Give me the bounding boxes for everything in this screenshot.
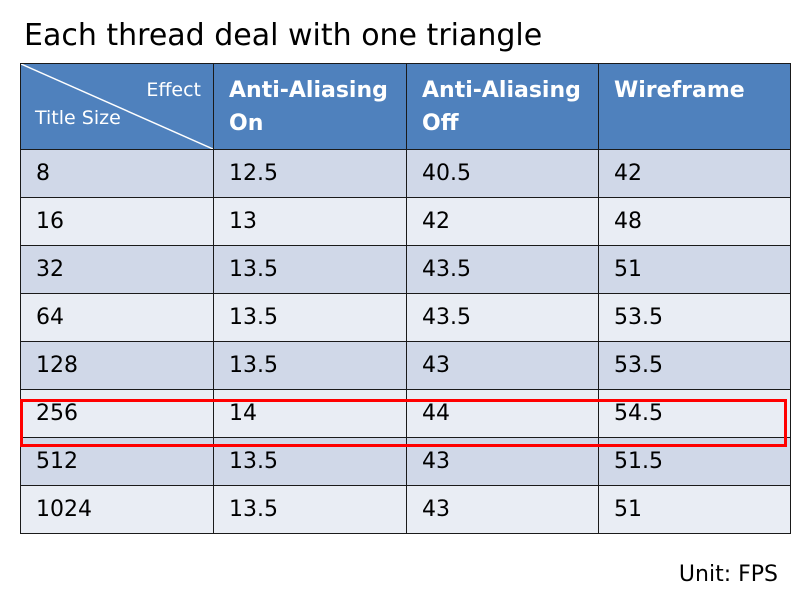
corner-effect-label: Effect: [146, 79, 201, 101]
table-cell: 16: [20, 197, 214, 246]
table-cell: 14: [213, 389, 407, 438]
table-cell: 51: [598, 485, 791, 534]
column-header: Anti-Aliasing Off: [406, 63, 599, 150]
table-cell: 13.5: [213, 437, 407, 486]
table-cell: 51: [598, 245, 791, 294]
table-row: 512 13.5 43 51.5: [20, 437, 791, 486]
table-cell: 43: [406, 485, 599, 534]
table-cell: 12.5: [213, 149, 407, 198]
table-cell: 43.5: [406, 245, 599, 294]
table-cell: 1024: [20, 485, 214, 534]
table-cell: 8: [20, 149, 214, 198]
fps-table-container: Effect Title Size Anti-Aliasing On Anti-…: [20, 63, 791, 534]
table-row-highlighted: 256 14 44 54.5: [20, 389, 791, 438]
table-cell: 32: [20, 245, 214, 294]
table-row: 128 13.5 43 53.5: [20, 341, 791, 390]
slide-title: Each thread deal with one triangle: [24, 18, 543, 53]
table-cell: 13.5: [213, 485, 407, 534]
table-cell: 43: [406, 437, 599, 486]
table-cell: 42: [598, 149, 791, 198]
table-cell: 13.5: [213, 245, 407, 294]
table-cell: 13: [213, 197, 407, 246]
table-cell: 43.5: [406, 293, 599, 342]
table-row: 8 12.5 40.5 42: [20, 149, 791, 198]
table-cell: 13.5: [213, 293, 407, 342]
table-cell: 48: [598, 197, 791, 246]
table-row: 1024 13.5 43 51: [20, 485, 791, 534]
table-cell: 40.5: [406, 149, 599, 198]
table-row: 16 13 42 48: [20, 197, 791, 246]
table-cell: 512: [20, 437, 214, 486]
fps-table: Effect Title Size Anti-Aliasing On Anti-…: [20, 63, 791, 534]
table-row: 64 13.5 43.5 53.5: [20, 293, 791, 342]
table-cell: 53.5: [598, 293, 791, 342]
diagonal-divider: [21, 64, 213, 149]
table-cell: 44: [406, 389, 599, 438]
table-cell: 54.5: [598, 389, 791, 438]
table-cell: 51.5: [598, 437, 791, 486]
corner-title-size-label: Title Size: [35, 107, 121, 129]
table-cell: 128: [20, 341, 214, 390]
table-cell: 42: [406, 197, 599, 246]
table-cell: 256: [20, 389, 214, 438]
table-row: 32 13.5 43.5 51: [20, 245, 791, 294]
table-cell: 43: [406, 341, 599, 390]
table-cell: 13.5: [213, 341, 407, 390]
table-cell: 53.5: [598, 341, 791, 390]
column-header: Anti-Aliasing On: [213, 63, 407, 150]
unit-note: Unit: FPS: [678, 562, 778, 587]
table-header-row: Effect Title Size Anti-Aliasing On Anti-…: [20, 63, 791, 150]
table-cell: 64: [20, 293, 214, 342]
column-header: Wireframe: [598, 63, 791, 150]
corner-header-cell: Effect Title Size: [20, 63, 214, 150]
